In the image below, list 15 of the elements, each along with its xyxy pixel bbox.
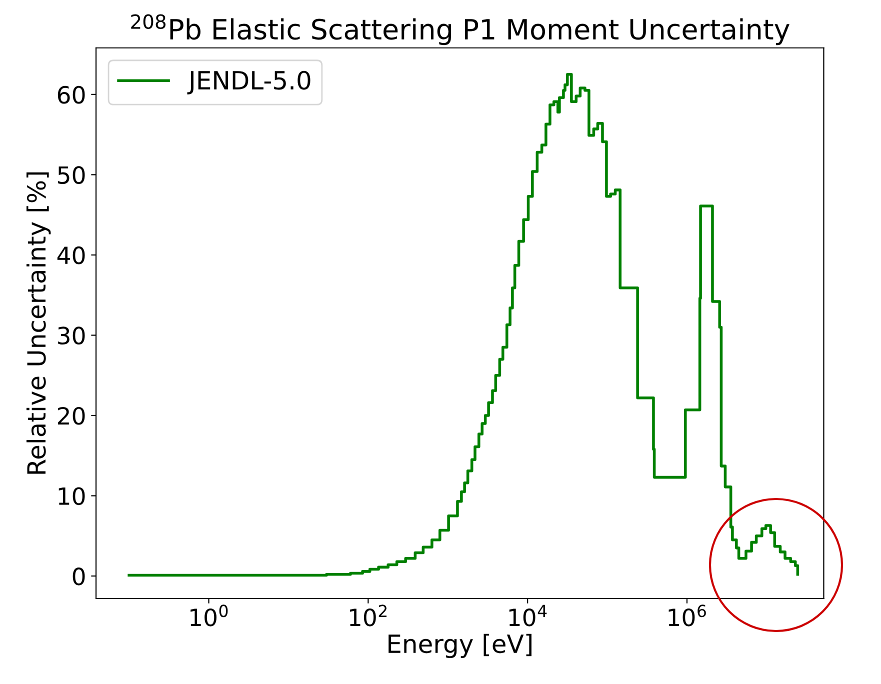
- y-tick-label: 40: [57, 246, 85, 264]
- y-tick-label: 10: [58, 487, 85, 506]
- chart-title: $^{208}$Pb Elastic Scattering P1 Moment Uncertainty: [131, 14, 790, 46]
- y-tick-label: 50: [58, 166, 85, 184]
- x-tick-label: 10$^{0}$: [190, 604, 228, 626]
- y-tick-label: 0: [72, 567, 85, 586]
- x-tick-label: 10$^{6}$: [668, 604, 706, 626]
- y-axis-title: Relative Uncertainty [%]: [26, 172, 51, 474]
- x-axis-title: Energy [eV]: [388, 634, 532, 658]
- y-tick-label: 30: [58, 326, 85, 345]
- y-tick-label: 60: [58, 86, 85, 104]
- y-tick-label: 20: [58, 406, 85, 425]
- x-tick-label: 10$^{4}$: [509, 604, 547, 626]
- legend-label: JENDL-5.0: [187, 70, 310, 94]
- x-tick-label: 10$^{2}$: [350, 604, 387, 626]
